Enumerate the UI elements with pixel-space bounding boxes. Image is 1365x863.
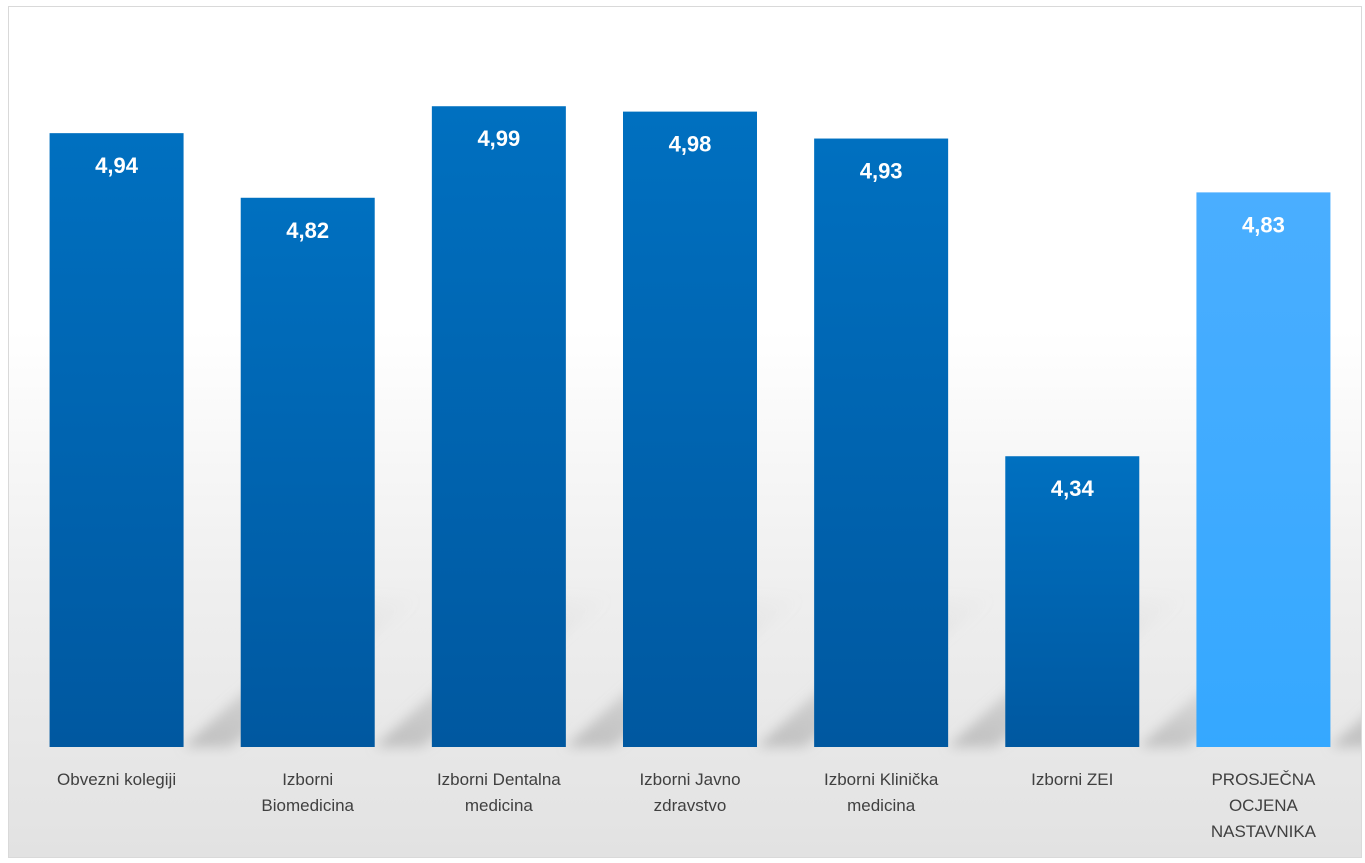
- bar-value-label: 4,34: [1051, 476, 1095, 501]
- category-label: PROSJEČNA OCJENA NASTAVNIKA: [1211, 770, 1317, 841]
- category-label: Izborni Klinička medicina: [824, 770, 939, 815]
- category-label-line: Izborni ZEI: [1031, 770, 1113, 789]
- bar: [1196, 192, 1331, 747]
- category-label-line: OCJENA: [1229, 796, 1299, 815]
- bar: [1005, 456, 1140, 747]
- category-label-line: medicina: [465, 796, 534, 815]
- bar: [240, 197, 375, 747]
- category-label: Izborni Javno zdravstvo: [639, 770, 740, 815]
- bar-value-label: 4,94: [95, 153, 139, 178]
- bar: [623, 111, 757, 748]
- category-label-line: PROSJEČNA: [1211, 770, 1316, 789]
- category-label-line: Obvezni kolegiji: [57, 770, 176, 789]
- chart-frame: 4,94 4,82 4,99 4,98 4,93 4,34 4,83 Obvezni kol…: [8, 6, 1362, 858]
- bar: [814, 138, 949, 748]
- category-label: Izborni ZEI: [1031, 770, 1113, 789]
- category-label: Izborni Biomedicina: [261, 770, 354, 815]
- bar: [431, 106, 566, 747]
- category-label-line: Izborni Klinička: [824, 770, 939, 789]
- category-label-line: Izborni: [282, 770, 333, 789]
- category-label-line: Izborni Dentalna: [437, 770, 561, 789]
- category-label-line: NASTAVNIKA: [1211, 822, 1317, 841]
- bar-value-label: 4,98: [669, 132, 712, 157]
- bar: [49, 133, 184, 748]
- category-label: Izborni Dentalna medicina: [437, 770, 561, 815]
- category-label: Obvezni kolegiji: [57, 770, 176, 789]
- bar-chart: 4,94 4,82 4,99 4,98 4,93 4,34 4,83 Obvezni kol…: [49, 106, 1361, 841]
- bar-value-label: 4,93: [860, 159, 903, 184]
- category-label-line: Izborni Javno: [639, 770, 740, 789]
- bar-shadow: [1330, 719, 1361, 747]
- bar-value-label: 4,83: [1242, 212, 1285, 237]
- category-label-line: Biomedicina: [261, 796, 354, 815]
- bar-value-label: 4,82: [286, 218, 329, 243]
- category-label-line: medicina: [847, 796, 916, 815]
- bar-value-label: 4,99: [477, 126, 520, 151]
- category-label-line: zdravstvo: [654, 796, 727, 815]
